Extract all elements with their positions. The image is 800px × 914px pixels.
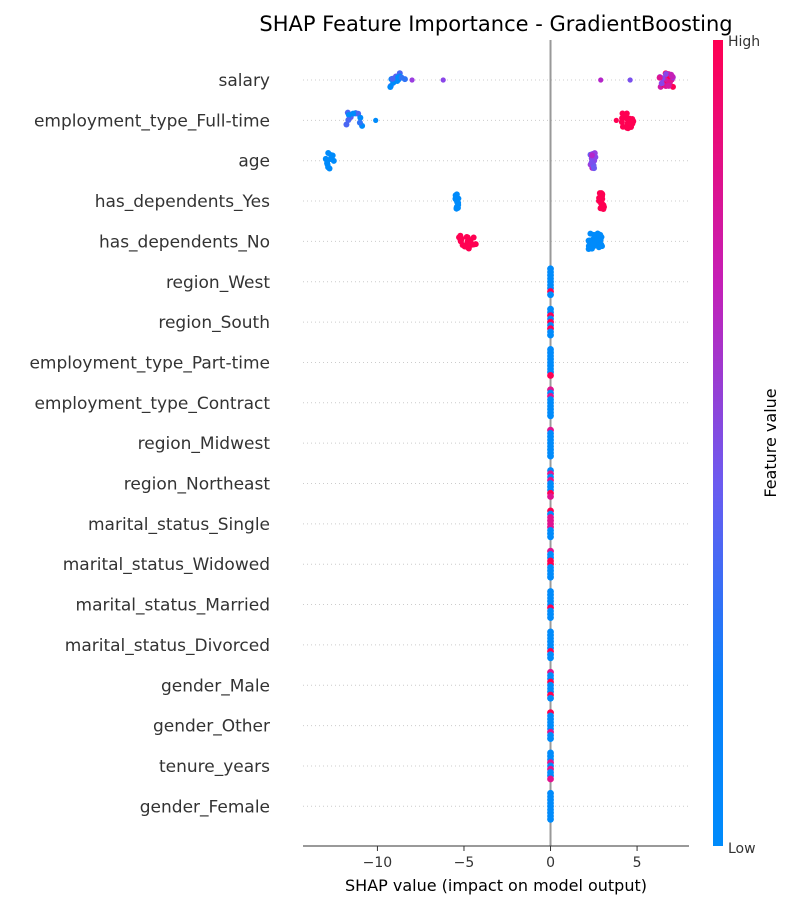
feature-label: region_South <box>158 313 270 333</box>
shap-point <box>389 75 396 82</box>
shap-point <box>464 244 471 251</box>
shap-point <box>547 775 554 783</box>
shap-point <box>547 614 554 621</box>
shap-point <box>440 77 446 83</box>
shap-point <box>387 84 394 91</box>
shap-point <box>329 152 336 159</box>
shap-point <box>463 233 470 240</box>
shap-point <box>373 117 379 123</box>
feature-label: employment_type_Contract <box>34 394 270 414</box>
shap-point <box>663 71 670 78</box>
shap-point <box>357 114 364 121</box>
feature-label: marital_status_Married <box>76 596 270 616</box>
x-tick-label: 5 <box>633 855 642 871</box>
x-axis-label: SHAP value (impact on model output) <box>345 876 647 895</box>
colorbar-high-label: High <box>728 34 760 50</box>
shap-point <box>547 493 554 500</box>
shap-point <box>591 165 598 172</box>
shap-point <box>455 199 462 206</box>
shap-point <box>619 115 626 122</box>
feature-label: salary <box>219 71 270 91</box>
chart-title: SHAP Feature Importance - GradientBoosti… <box>259 12 732 36</box>
feature-label: has_dependents_Yes <box>95 192 270 212</box>
shap-point <box>658 80 665 87</box>
shap-point <box>453 205 460 212</box>
shap-point <box>629 120 636 127</box>
shap-point <box>547 694 554 702</box>
feature-label: tenure_years <box>159 757 270 777</box>
feature-label: has_dependents_No <box>99 232 270 252</box>
feature-label: marital_status_Single <box>88 515 270 535</box>
shap-point <box>350 110 357 117</box>
shap-point <box>547 735 554 742</box>
shap-point <box>325 150 332 157</box>
feature-label: age <box>238 152 270 172</box>
shap-point <box>343 121 350 128</box>
shap-point <box>409 77 415 83</box>
shap-point <box>547 291 554 299</box>
x-tick-label: −10 <box>363 855 393 871</box>
shap-point <box>668 71 675 78</box>
shap-point <box>589 152 596 159</box>
shap-point <box>398 74 405 81</box>
shap-point <box>587 230 594 237</box>
shap-point <box>547 654 554 662</box>
x-tick-label: 0 <box>546 855 555 871</box>
shap-point <box>470 241 477 248</box>
feature-label: employment_type_Part-time <box>29 353 270 373</box>
x-tick-label: −5 <box>454 855 475 871</box>
feature-label: region_West <box>166 273 270 293</box>
feature-label: employment_type_Full-time <box>34 111 270 131</box>
shap-point <box>594 230 601 237</box>
shap-point <box>624 116 631 123</box>
shap-point <box>547 372 554 379</box>
shap-point <box>547 815 554 823</box>
colorbar-low-label: Low <box>728 841 756 857</box>
feature-label: gender_Female <box>140 797 270 817</box>
shap-point <box>547 452 554 460</box>
shap-point <box>613 117 619 123</box>
shap-point <box>623 110 630 117</box>
feature-label: region_Northeast <box>124 475 271 495</box>
feature-label: region_Midwest <box>138 434 271 454</box>
shap-point <box>588 159 595 166</box>
shap-point <box>356 119 363 126</box>
feature-label: gender_Other <box>153 717 270 737</box>
shap-point <box>547 331 554 339</box>
shap-point <box>627 77 633 83</box>
shap-point <box>547 573 554 581</box>
shap-point <box>665 82 672 89</box>
shap-point <box>599 192 606 199</box>
feature-label: gender_Male <box>161 676 270 696</box>
shap-point <box>597 205 604 212</box>
shap-point <box>594 236 601 243</box>
shap-point <box>547 412 554 420</box>
shap-point <box>598 77 604 83</box>
colorbar-gradient <box>713 40 723 846</box>
shap-point <box>588 241 595 248</box>
feature-label: marital_status_Widowed <box>63 555 270 575</box>
shap-point <box>457 237 464 244</box>
colorbar: High Low Feature value <box>713 34 780 857</box>
shap-point <box>656 74 663 81</box>
shap-point <box>595 244 602 251</box>
colorbar-title: Feature value <box>761 388 780 497</box>
shap-point <box>547 533 554 541</box>
feature-label: marital_status_Divorced <box>65 636 270 656</box>
shap-point <box>325 164 332 171</box>
